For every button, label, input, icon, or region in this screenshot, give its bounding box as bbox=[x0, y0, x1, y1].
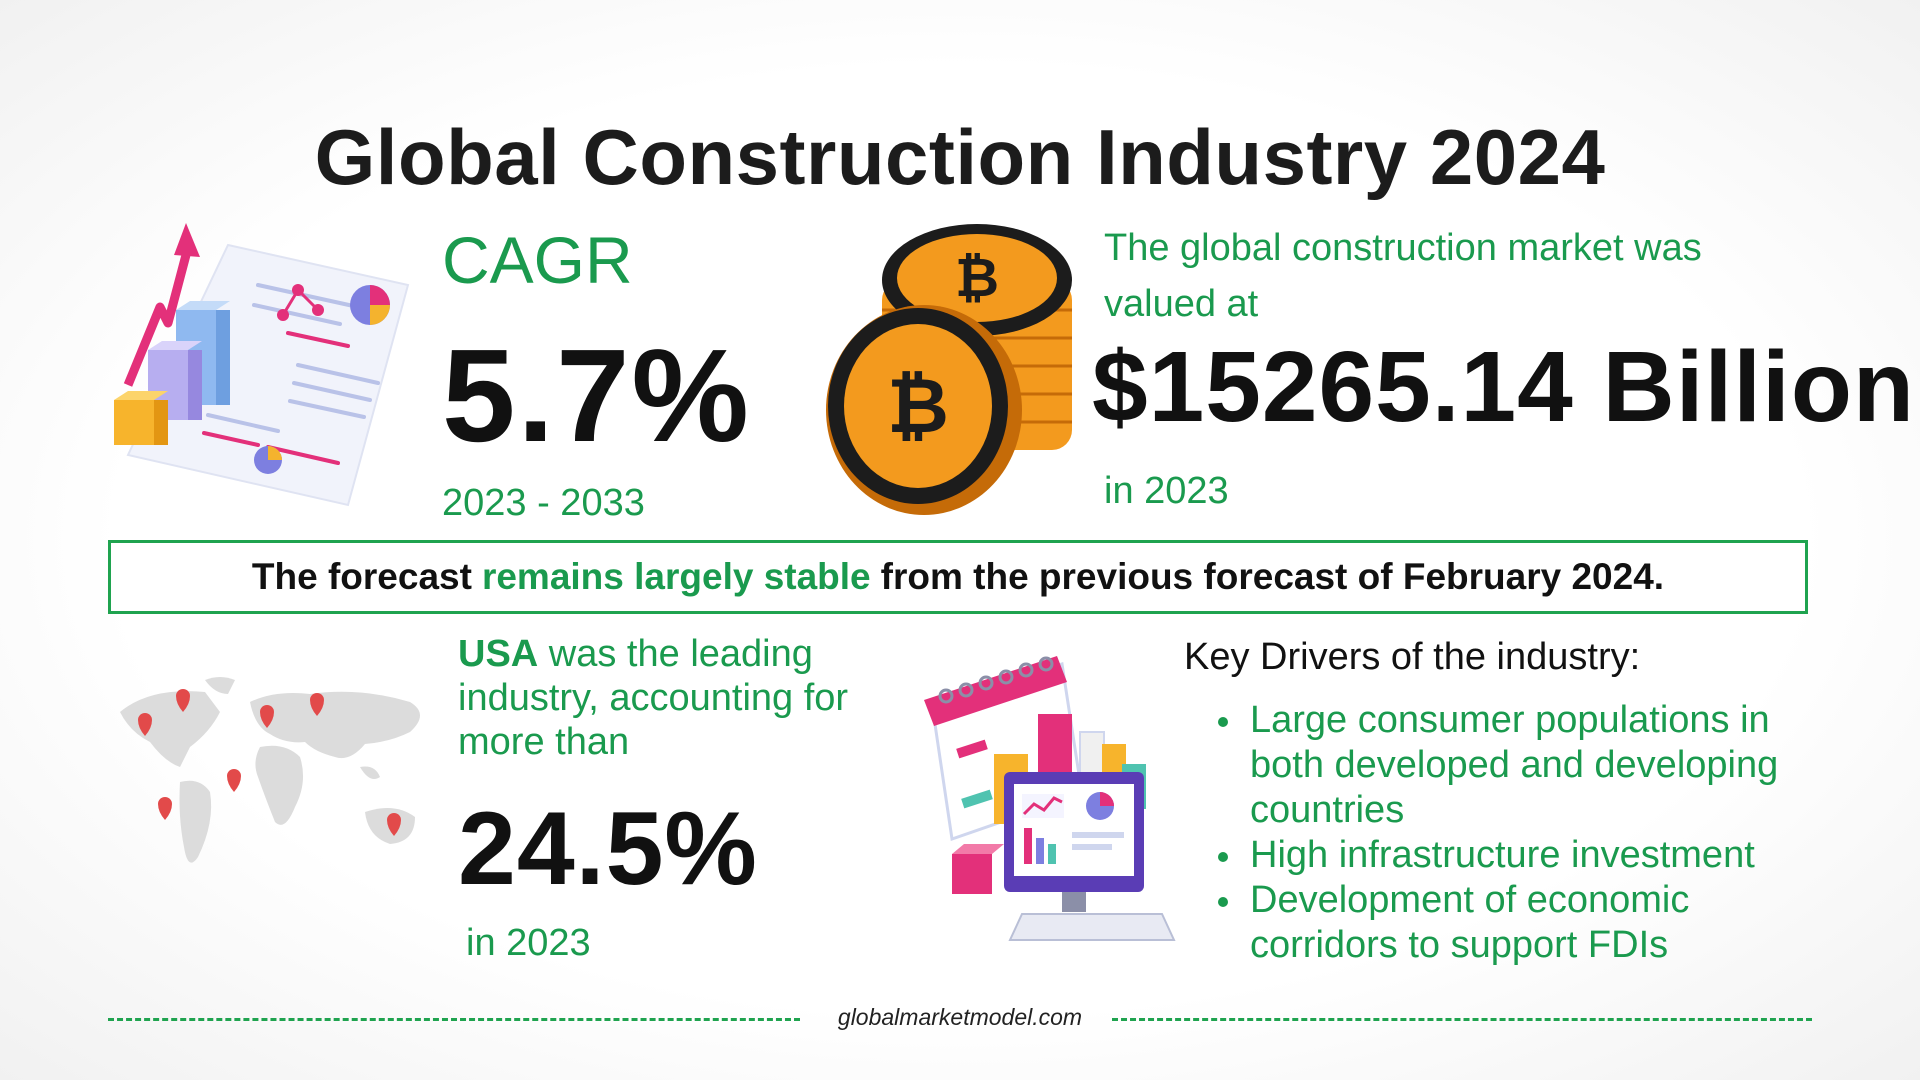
usa-description: USA was the leading industry, accounting… bbox=[458, 632, 898, 764]
usa-share-value: 24.5% bbox=[458, 791, 758, 907]
forecast-prefix: The forecast bbox=[251, 556, 472, 597]
market-value-description: The global construction market was value… bbox=[1104, 227, 1702, 325]
cagr-period: 2023 - 2033 bbox=[442, 482, 645, 524]
world-map-illustration bbox=[120, 677, 420, 863]
page-title: Global Construction Industry 2024 bbox=[314, 113, 1606, 201]
footer-divider-left bbox=[108, 1018, 800, 1021]
footer-source[interactable]: globalmarketmodel.com bbox=[0, 1004, 1920, 1031]
forecast-suffix: from the previous forecast of February 2… bbox=[880, 556, 1665, 597]
footer-divider-right bbox=[1112, 1018, 1812, 1021]
footer-source-link[interactable]: globalmarketmodel.com bbox=[837, 1004, 1083, 1030]
calendar-analytics-illustration bbox=[924, 656, 1176, 941]
market-value-year: in 2023 bbox=[1104, 470, 1229, 512]
svg-text:₿: ₿ bbox=[955, 246, 999, 309]
bitcoin-coins-illustration: ₿ ₿ bbox=[826, 224, 1072, 515]
cagr-value: 5.7% bbox=[442, 322, 751, 469]
forecast-highlight: remains largely stable bbox=[481, 556, 871, 597]
growth-chart-illustration bbox=[114, 223, 410, 507]
svg-text:₿: ₿ bbox=[887, 361, 949, 450]
forecast-banner: The forecast remains largely stable from… bbox=[108, 540, 1808, 614]
key-driver-item: High infrastructure investment bbox=[1218, 833, 1838, 878]
key-drivers-list: Large consumer populations in both devel… bbox=[1218, 698, 1838, 968]
usa-text: was the leading industry, accounting for… bbox=[458, 633, 849, 763]
key-driver-item: Large consumer populations in both devel… bbox=[1218, 698, 1838, 833]
usa-year: in 2023 bbox=[466, 922, 591, 964]
key-drivers-title: Key Drivers of the industry: bbox=[1184, 636, 1641, 678]
cagr-label: CAGR bbox=[442, 223, 633, 297]
key-driver-item: Development of economic corridors to sup… bbox=[1218, 878, 1838, 968]
usa-country: USA bbox=[458, 633, 539, 675]
market-value: $15265.14 Billion bbox=[1092, 331, 1916, 443]
